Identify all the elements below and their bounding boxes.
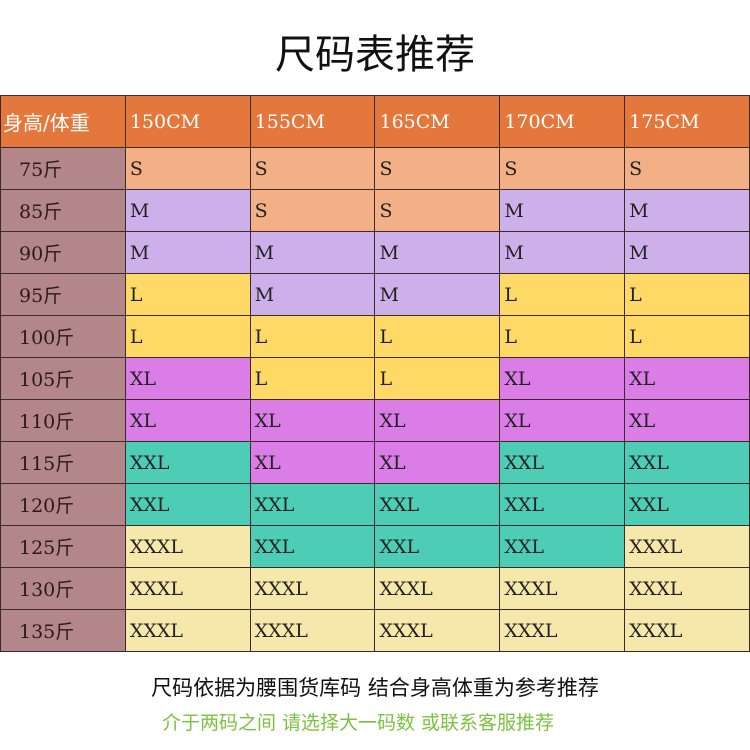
size-cell: L — [499, 273, 626, 316]
size-cell: S — [374, 147, 501, 190]
corner-header: 身高/体重 — [0, 95, 126, 148]
weight-cell: 125斤 — [0, 525, 126, 568]
height-header: 165CM — [374, 95, 501, 148]
size-cell: XL — [624, 357, 750, 400]
size-cell: XL — [124, 357, 251, 400]
size-cell: M — [249, 231, 376, 274]
size-cell: XXL — [499, 483, 626, 526]
weight-cell: 100斤 — [0, 315, 126, 358]
weight-cell: 135斤 — [0, 609, 126, 652]
size-cell: S — [124, 147, 251, 190]
header-row: 身高/体重 150CM 155CM 165CM 170CM 175CM — [0, 95, 750, 148]
size-cell: S — [249, 147, 376, 190]
weight-cell: 130斤 — [0, 567, 126, 610]
size-advice-note: 介于两码之间 请选择大一码数 或联系客服推荐 — [161, 712, 555, 734]
height-header: 170CM — [499, 95, 626, 148]
size-cell: S — [374, 189, 501, 232]
size-cell: XL — [499, 357, 626, 400]
table-row: 90斤 M M M M M — [0, 231, 750, 274]
size-cell: L — [374, 357, 501, 400]
size-cell: XXXL — [624, 567, 750, 610]
size-cell: L — [374, 315, 501, 358]
size-cell: XXL — [374, 483, 501, 526]
table-row: 100斤 L L L L L — [0, 315, 750, 358]
size-cell: XXXL — [124, 567, 251, 610]
size-cell: XL — [374, 441, 501, 484]
table-row: 120斤 XXL XXL XXL XXL XXL — [0, 483, 750, 526]
size-cell: XXL — [124, 441, 251, 484]
weight-cell: 105斤 — [0, 357, 126, 400]
size-chart-table: 身高/体重 150CM 155CM 165CM 170CM 175CM 75斤 S… — [0, 95, 750, 652]
weight-cell: 95斤 — [0, 273, 126, 316]
size-cell: XXXL — [499, 567, 626, 610]
size-cell: XXL — [499, 441, 626, 484]
weight-cell: 75斤 — [0, 147, 126, 190]
table-row: 135斤 XXXL XXXL XXXL XXXL XXXL — [0, 609, 750, 652]
size-cell: L — [624, 273, 750, 316]
size-cell: L — [249, 315, 376, 358]
size-cell: M — [249, 273, 376, 316]
size-cell: XXXL — [249, 567, 376, 610]
size-cell: XXXL — [124, 609, 251, 652]
size-cell: M — [374, 273, 501, 316]
size-cell: L — [249, 357, 376, 400]
table-row: 75斤 S S S S S — [0, 147, 750, 190]
size-cell: L — [624, 315, 750, 358]
table-row: 110斤 XL XL XL XL XL — [0, 399, 750, 442]
weight-cell: 115斤 — [0, 441, 126, 484]
size-cell: XXL — [249, 525, 376, 568]
size-cell: L — [124, 315, 251, 358]
weight-cell: 90斤 — [0, 231, 126, 274]
size-cell: XXXL — [124, 525, 251, 568]
size-cell: XXXL — [374, 567, 501, 610]
weight-cell: 110斤 — [0, 399, 126, 442]
size-cell: M — [499, 189, 626, 232]
size-cell: XXL — [249, 483, 376, 526]
weight-cell: 85斤 — [0, 189, 126, 232]
size-cell: S — [249, 189, 376, 232]
size-cell: XXL — [374, 525, 501, 568]
table-row: 95斤 L M M L L — [0, 273, 750, 316]
height-header: 175CM — [624, 95, 750, 148]
table-row: 105斤 XL L L XL XL — [0, 357, 750, 400]
table-row: 115斤 XXL XL XL XXL XXL — [0, 441, 750, 484]
size-cell: M — [374, 231, 501, 274]
size-cell: XXXL — [499, 609, 626, 652]
height-header: 155CM — [249, 95, 376, 148]
size-cell: XXXL — [624, 609, 750, 652]
size-cell: S — [499, 147, 626, 190]
size-cell: XXL — [499, 525, 626, 568]
page-title: 尺码表推荐 — [275, 32, 475, 78]
size-cell: XL — [374, 399, 501, 442]
size-cell: XXXL — [374, 609, 501, 652]
table-row: 130斤 XXXL XXXL XXXL XXXL XXXL — [0, 567, 750, 610]
size-cell: XXXL — [249, 609, 376, 652]
size-cell: M — [624, 231, 750, 274]
size-cell: XL — [249, 399, 376, 442]
size-cell: XXL — [124, 483, 251, 526]
size-cell: L — [499, 315, 626, 358]
size-basis-note: 尺码依据为腰围货库码 结合身高体重为参考推荐 — [151, 676, 599, 700]
size-cell: L — [124, 273, 251, 316]
size-cell: XL — [624, 399, 750, 442]
size-cell: XL — [249, 441, 376, 484]
size-cell: XXXL — [624, 525, 750, 568]
size-cell: M — [124, 231, 251, 274]
height-header: 150CM — [124, 95, 251, 148]
size-cell: S — [624, 147, 750, 190]
size-cell: M — [624, 189, 750, 232]
size-cell: M — [499, 231, 626, 274]
table-row: 85斤 M S S M M — [0, 189, 750, 232]
table-row: 125斤 XXXL XXL XXL XXL XXXL — [0, 525, 750, 568]
size-cell: XL — [124, 399, 251, 442]
size-cell: XXL — [624, 441, 750, 484]
size-cell: XL — [499, 399, 626, 442]
weight-cell: 120斤 — [0, 483, 126, 526]
size-cell: M — [124, 189, 251, 232]
size-cell: XXL — [624, 483, 750, 526]
